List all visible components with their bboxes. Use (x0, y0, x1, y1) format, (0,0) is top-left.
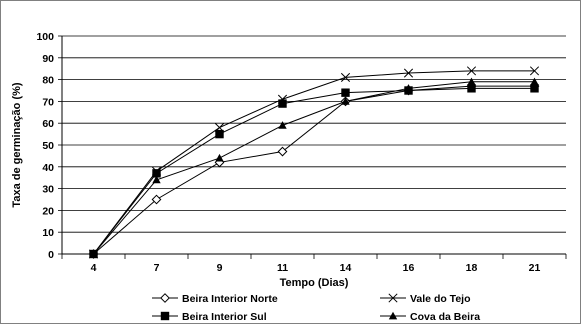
series-line (93, 87, 535, 255)
series-3 (89, 77, 539, 258)
data-point (152, 169, 161, 178)
data-point (404, 84, 413, 92)
x-axis-label: Tempo (Dias) (280, 277, 349, 289)
data-point (340, 72, 351, 82)
legend-item: Beira Interior Sul (152, 311, 267, 323)
y-tick-label: 70 (42, 96, 54, 108)
legend-item: Beira Interior Norte (152, 293, 278, 305)
y-tick-label: 60 (42, 118, 54, 130)
axes (58, 35, 566, 255)
grid-lines (62, 35, 566, 255)
legend-marker (160, 311, 170, 321)
series-line (93, 70, 535, 255)
legend-label: Cova da Beira (410, 311, 480, 323)
data-point (278, 99, 287, 108)
legend-marker (388, 293, 398, 303)
legend-label: Beira Interior Sul (182, 311, 267, 323)
legend-label: Beira Interior Norte (182, 293, 278, 305)
data-point (467, 84, 476, 93)
data-point (278, 121, 287, 129)
x-tick-label: 7 (154, 262, 160, 274)
x-tick-label: 11 (277, 262, 288, 274)
y-tick-label: 0 (48, 249, 54, 261)
data-point (403, 68, 414, 78)
legend-item: Vale do Tejo (380, 293, 471, 305)
legend-marker (388, 311, 398, 320)
x-category-dividers (61, 254, 567, 259)
x-tick-label: 4 (91, 262, 97, 274)
series-line (93, 81, 535, 255)
legend-label: Vale do Tejo (410, 293, 471, 305)
y-axis-label: Taxa de germinação (%) (11, 82, 23, 207)
y-tick-label: 10 (42, 227, 54, 239)
data-point (530, 84, 539, 93)
data-point (529, 66, 540, 76)
data-point (277, 146, 288, 157)
series-line (93, 85, 535, 255)
y-tick-label: 50 (42, 140, 54, 152)
legend-item: Cova da Beira (380, 311, 480, 323)
legend: Beira Interior Norte Vale do Tejo Beira In… (152, 293, 480, 323)
legend-marker (160, 293, 170, 303)
y-tick-label: 80 (42, 75, 54, 87)
data-point (215, 129, 224, 139)
data-point (151, 194, 162, 205)
x-tick-label: 14 (340, 262, 352, 274)
y-tick-label: 20 (42, 205, 54, 217)
data-point (341, 97, 350, 105)
data-point (467, 77, 476, 86)
series-layer (88, 66, 540, 259)
x-tick-label: 16 (403, 262, 415, 274)
tick-labels: 0 10 20 30 40 50 60 70 80 90 100 4 7 9 11 14 16 18 21 (36, 31, 540, 274)
data-point (530, 77, 539, 86)
data-point (215, 153, 224, 162)
y-tick-label: 30 (42, 184, 54, 196)
data-point (341, 88, 350, 97)
x-tick-label: 18 (466, 262, 478, 274)
data-point (152, 175, 161, 184)
y-tick-label: 40 (42, 162, 54, 174)
data-point (466, 66, 477, 76)
y-tick-label: 100 (36, 31, 54, 43)
y-tick-label: 90 (42, 53, 54, 65)
x-tick-label: 21 (529, 262, 541, 274)
x-tick-label: 9 (217, 262, 223, 274)
